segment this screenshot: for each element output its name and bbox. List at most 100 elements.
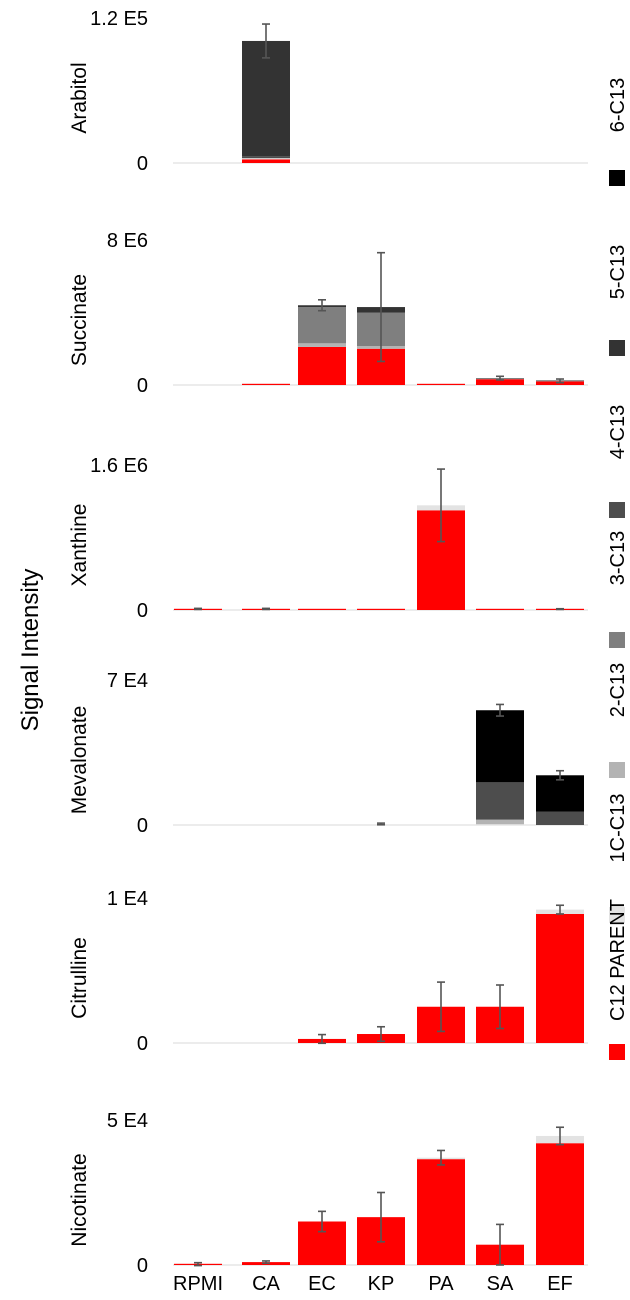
bar-segment-c12-parent-ef [536,1143,584,1265]
panel-label: Citrulline [68,937,91,1019]
legend-swatch [609,1044,625,1060]
panel-label: Arabitol [68,62,91,133]
y-min-tick-label: 0 [137,1255,148,1277]
legend: 6-C13 5-C13 4-C13 3-C13 2-C13 1C-C13 C12 PAREN… [607,78,629,1060]
error-bar-rpmi [194,607,202,611]
error-bar-ca [262,23,270,59]
bar-segment-4-c13-ca [242,156,290,159]
error-bar-pa [437,468,445,543]
legend-item-c12-parent: C12 PARENT [607,899,629,1060]
category-label-ca: CA [252,1273,280,1295]
error-bar-rpmi [194,1261,202,1267]
bar-segment-c12-parent-ca [242,159,290,163]
error-bar-ef [556,607,564,611]
error-bar-sa [496,1223,504,1266]
error-bar-sa [496,375,504,381]
y-max-tick-label: 7 E4 [107,670,148,692]
bar-segment-c12-parent-ec [298,608,346,610]
bar-segment-2-c13-sa [476,819,524,825]
legend-label: 2-C13 [607,663,629,717]
y-min-tick-label: 0 [137,600,148,622]
legend-swatch [609,762,625,778]
panel-xanthine: Xanthine 1.6 E6 0 [68,455,588,622]
legend-item-5-c13: 5-C13 [607,245,629,356]
error-bar-kp [377,1191,385,1243]
category-label-rpmi: RPMI [173,1273,223,1295]
legend-item-1c-c13: 1C-C13 [607,794,629,923]
chart-panels: Arabitol 1.2 E5 0 Succinate 8 E6 0 Xanthine 1.6… [68,8,588,1277]
error-bar-ef [556,1126,564,1146]
bar-segment-3-c13-ec [298,307,346,344]
panel-mevalonate: Mevalonate 7 E4 0 [68,670,588,837]
bar-segment-c12-parent-ef [536,913,584,1043]
category-label-sa: SA [487,1273,514,1295]
error-bar-ec [318,1033,326,1045]
panel-citrulline: Citrulline 1 E4 0 [68,888,588,1055]
error-bar-ef [556,769,564,781]
legend-swatch [609,340,625,356]
error-bar-ef [556,378,564,384]
error-bar-kp [377,251,385,363]
legend-item-3-c13: 3-C13 [607,531,629,648]
legend-swatch [609,502,625,518]
y-min-tick-label: 0 [137,815,148,837]
bar-segment-6-c13-ef [536,775,584,812]
category-label-ec: EC [308,1273,336,1295]
y-min-tick-label: 0 [137,1033,148,1055]
x-axis-categories: RPMI CA EC KP PA SA EF [173,1273,573,1295]
y-axis-title: Signal Intensity [17,569,44,732]
error-bar-pa [437,1149,445,1166]
error-bar-kp [377,822,385,826]
y-min-tick-label: 0 [137,153,148,175]
bar-segment-4-c13-sa [476,782,524,820]
legend-item-4-c13: 4-C13 [607,405,629,518]
y-max-tick-label: 1.2 E5 [90,8,148,30]
panel-label: Nicotinate [68,1153,91,1246]
bar-segment-c12-parent-ca [242,383,290,385]
legend-label: 1C-C13 [607,794,629,863]
error-bar-ef [556,904,564,915]
panel-label: Xanthine [68,504,91,587]
legend-label: 6-C13 [607,78,629,132]
bar-segment-6-c13-sa [476,710,524,783]
legend-label: 5-C13 [607,245,629,299]
bar-segment-c12-parent-sa [476,379,524,385]
error-bar-ec [318,299,326,312]
legend-item-2-c13: 2-C13 [607,663,629,778]
panel-label: Mevalonate [68,706,91,815]
legend-label: C12 PARENT [607,899,629,1021]
category-label-pa: PA [428,1273,454,1295]
error-bar-sa [496,703,504,717]
panel-succinate: Succinate 8 E6 0 [68,230,588,397]
bar-segment-4-c13-ef [536,811,584,825]
error-bar-ca [262,1260,270,1265]
y-min-tick-label: 0 [137,375,148,397]
bar-segment-c12-parent-ec [298,346,346,385]
bar-segment-c12-parent-pa [417,383,465,385]
error-bar-pa [437,981,445,1033]
legend-item-6-c13: 6-C13 [607,78,629,186]
bar-segment-c12-parent-sa [476,608,524,610]
category-label-ef: EF [547,1273,573,1295]
y-max-tick-label: 5 E4 [107,1110,148,1132]
panel-label: Succinate [68,274,91,366]
bar-segment-c12-parent-pa [417,1159,465,1265]
y-max-tick-label: 8 E6 [107,230,148,252]
panel-arabitol: Arabitol 1.2 E5 0 [68,8,588,175]
bar-segment-1c-c13-ca [242,158,290,160]
category-label-kp: KP [368,1273,395,1295]
y-max-tick-label: 1.6 E6 [90,455,148,477]
bar-segment-1c-c13-sa [476,823,524,825]
error-bar-kp [377,1025,385,1043]
bar-segment-5-c13-ca [242,40,290,157]
legend-swatch [609,907,625,923]
legend-label: 4-C13 [607,405,629,459]
error-bar-ec [318,1210,326,1233]
panel-nicotinate: Nicotinate 5 E4 0 [68,1110,588,1277]
legend-swatch [609,170,625,186]
bar-segment-c12-parent-kp [357,608,405,610]
legend-swatch [609,632,625,648]
legend-label: 3-C13 [607,531,629,585]
bar-segment-2-c13-ec [298,343,346,347]
